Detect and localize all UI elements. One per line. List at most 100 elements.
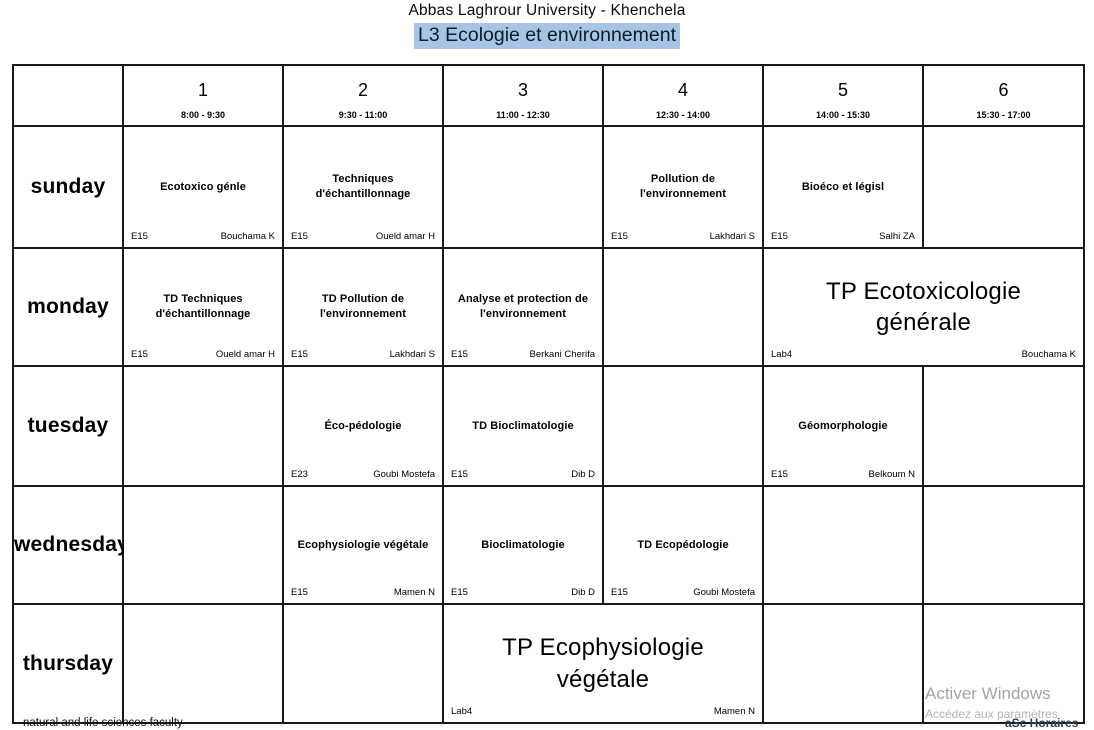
course-teacher: Bouchama K xyxy=(1021,349,1076,360)
course-cell: Analyse et protection de l'environnement… xyxy=(442,247,604,367)
period-number: 5 xyxy=(837,80,848,101)
course-footer: E15 Bouchama K xyxy=(131,231,275,242)
faculty-footnote: natural and life sciences faculty xyxy=(23,717,183,729)
period-header-2: 2 9:30 - 11:00 xyxy=(282,64,444,127)
course-teacher: Dib D xyxy=(571,587,595,598)
period-number: 1 xyxy=(197,80,208,101)
day-label-thursday: thursday xyxy=(12,603,124,724)
day-label-tuesday: tuesday xyxy=(12,365,124,487)
period-time: 15:30 - 17:00 xyxy=(976,109,1031,120)
period-time: 9:30 - 11:00 xyxy=(338,109,388,120)
empty-cell xyxy=(922,125,1085,249)
course-title: TP Ecotoxicologie générale xyxy=(825,277,1022,336)
course-room: E15 xyxy=(771,231,788,242)
course-room: E15 xyxy=(291,231,308,242)
course-room: E15 xyxy=(611,231,628,242)
day-row-tuesday: tuesday Éco-pédologie E23 Goubi Mostefa … xyxy=(12,365,1085,487)
course-teacher: Mamen N xyxy=(393,587,435,598)
day-row-sunday: sunday Ecotoxico génle E15 Bouchama K Te… xyxy=(12,125,1085,249)
period-time: 14:00 - 15:30 xyxy=(815,109,871,120)
course-title: Techniques d'échantillonnage xyxy=(315,173,411,200)
day-row-wednesday: wednesday Ecophysiologie végétale E15 Ma… xyxy=(12,485,1085,605)
windows-activation-watermark-line2: Accédez aux paramètres xyxy=(925,707,1058,721)
period-number: 3 xyxy=(517,80,528,101)
course-title: TD Pollution de l'environnement xyxy=(319,293,407,320)
course-cell: Bioéco et législ E15 Salhi ZA xyxy=(762,125,924,249)
course-title: Analyse et protection de l'environnement xyxy=(457,293,589,320)
course-title: Éco-pédologie xyxy=(324,419,402,432)
corner-cell xyxy=(12,64,124,127)
period-number: 4 xyxy=(677,80,688,101)
windows-activation-watermark-line1: Activer Windows xyxy=(925,684,1051,703)
course-footer: E15 Lakhdari S xyxy=(611,231,755,242)
empty-cell xyxy=(122,365,284,487)
period-header-row: 1 8:00 - 9:30 2 9:30 - 11:00 3 11:00 - 1… xyxy=(12,64,1085,127)
empty-cell xyxy=(442,125,604,249)
course-cell: TD Pollution de l'environnement E15 Lakh… xyxy=(282,247,444,367)
empty-cell xyxy=(602,365,764,487)
course-teacher: Oueld amar H xyxy=(375,231,435,242)
timetable-sheet: 1 8:00 - 9:30 2 9:30 - 11:00 3 11:00 - 1… xyxy=(12,64,1085,724)
course-title: TD Bioclimatologie xyxy=(472,419,574,432)
asc-brand-footnote: aSc Horaires xyxy=(1005,716,1079,730)
course-footer: E15 Dib D xyxy=(451,587,595,598)
university-title: Abbas Laghrour University - Khenchela xyxy=(408,2,686,19)
course-room: E15 xyxy=(451,349,468,360)
course-footer: Lab4 Bouchama K xyxy=(771,349,1076,360)
course-room: Lab4 xyxy=(771,349,793,360)
course-teacher: Lakhdari S xyxy=(709,231,755,242)
course-title: Bioéco et législ xyxy=(801,180,885,193)
period-header-1: 1 8:00 - 9:30 xyxy=(122,64,284,127)
course-cell: Géomorphologie E15 Belkoum N xyxy=(762,365,924,487)
course-footer: E15 Dib D xyxy=(451,469,595,480)
course-cell: Ecophysiologie végétale E15 Mamen N xyxy=(282,485,444,605)
period-time: 8:00 - 9:30 xyxy=(180,109,226,120)
course-teacher: Bouchama K xyxy=(220,231,275,242)
course-title: Pollution de l'environnement xyxy=(639,173,727,200)
empty-cell xyxy=(922,603,1085,724)
course-room: E15 xyxy=(451,587,468,598)
course-teacher: Mamen N xyxy=(713,706,755,717)
course-room: E15 xyxy=(771,469,788,480)
course-cell: TD Techniques d'échantillonnage E15 Ouel… xyxy=(122,247,284,367)
page-header: Abbas Laghrour University - Khenchela L3… xyxy=(0,0,1094,49)
course-teacher: Goubi Mostefa xyxy=(373,469,435,480)
course-room: Lab4 xyxy=(451,706,473,717)
day-row-monday: monday TD Techniques d'échantillonnage E… xyxy=(12,247,1085,367)
course-teacher: Salhi ZA xyxy=(879,231,915,242)
course-teacher: Goubi Mostefa xyxy=(693,587,755,598)
course-footer: E15 Goubi Mostefa xyxy=(611,587,755,598)
period-header-3: 3 11:00 - 12:30 xyxy=(442,64,604,127)
period-header-5: 5 14:00 - 15:30 xyxy=(762,64,924,127)
day-row-thursday: thursday TP Ecophysiologie végétale Lab4… xyxy=(12,603,1085,724)
course-title: TP Ecophysiologie végétale xyxy=(502,634,704,693)
course-teacher: Dib D xyxy=(571,469,595,480)
course-footer: E15 Lakhdari S xyxy=(291,349,435,360)
course-cell: Pollution de l'environnement E15 Lakhdar… xyxy=(602,125,764,249)
course-teacher: Lakhdari S xyxy=(389,349,435,360)
program-title: L3 Ecologie et environnement xyxy=(413,23,680,49)
tp-course-cell: TP Ecotoxicologie générale Lab4 Bouchama… xyxy=(762,247,1085,367)
period-number: 6 xyxy=(998,80,1009,101)
course-cell: Bioclimatologie E15 Dib D xyxy=(442,485,604,605)
course-title: Géomorphologie xyxy=(798,419,888,432)
course-footer: E15 Oueld amar H xyxy=(131,349,275,360)
day-label-wednesday: wednesday xyxy=(12,485,129,605)
course-room: E15 xyxy=(451,469,468,480)
empty-cell xyxy=(922,485,1085,605)
course-title: Bioclimatologie xyxy=(481,538,565,551)
course-room: E15 xyxy=(131,231,148,242)
course-title: TD Techniques d'échantillonnage xyxy=(155,293,251,320)
empty-cell xyxy=(762,485,924,605)
course-title: Ecotoxico génle xyxy=(160,180,246,193)
empty-cell xyxy=(922,365,1085,487)
period-header-6: 6 15:30 - 17:00 xyxy=(922,64,1085,127)
course-title: TD Ecopédologie xyxy=(637,538,729,551)
course-footer: E23 Goubi Mostefa xyxy=(291,469,435,480)
course-cell: TD Ecopédologie E15 Goubi Mostefa xyxy=(602,485,764,605)
period-header-4: 4 12:30 - 14:00 xyxy=(602,64,764,127)
timetable: 1 8:00 - 9:30 2 9:30 - 11:00 3 11:00 - 1… xyxy=(12,64,1085,724)
period-number: 2 xyxy=(357,80,368,101)
course-room: E15 xyxy=(291,587,308,598)
